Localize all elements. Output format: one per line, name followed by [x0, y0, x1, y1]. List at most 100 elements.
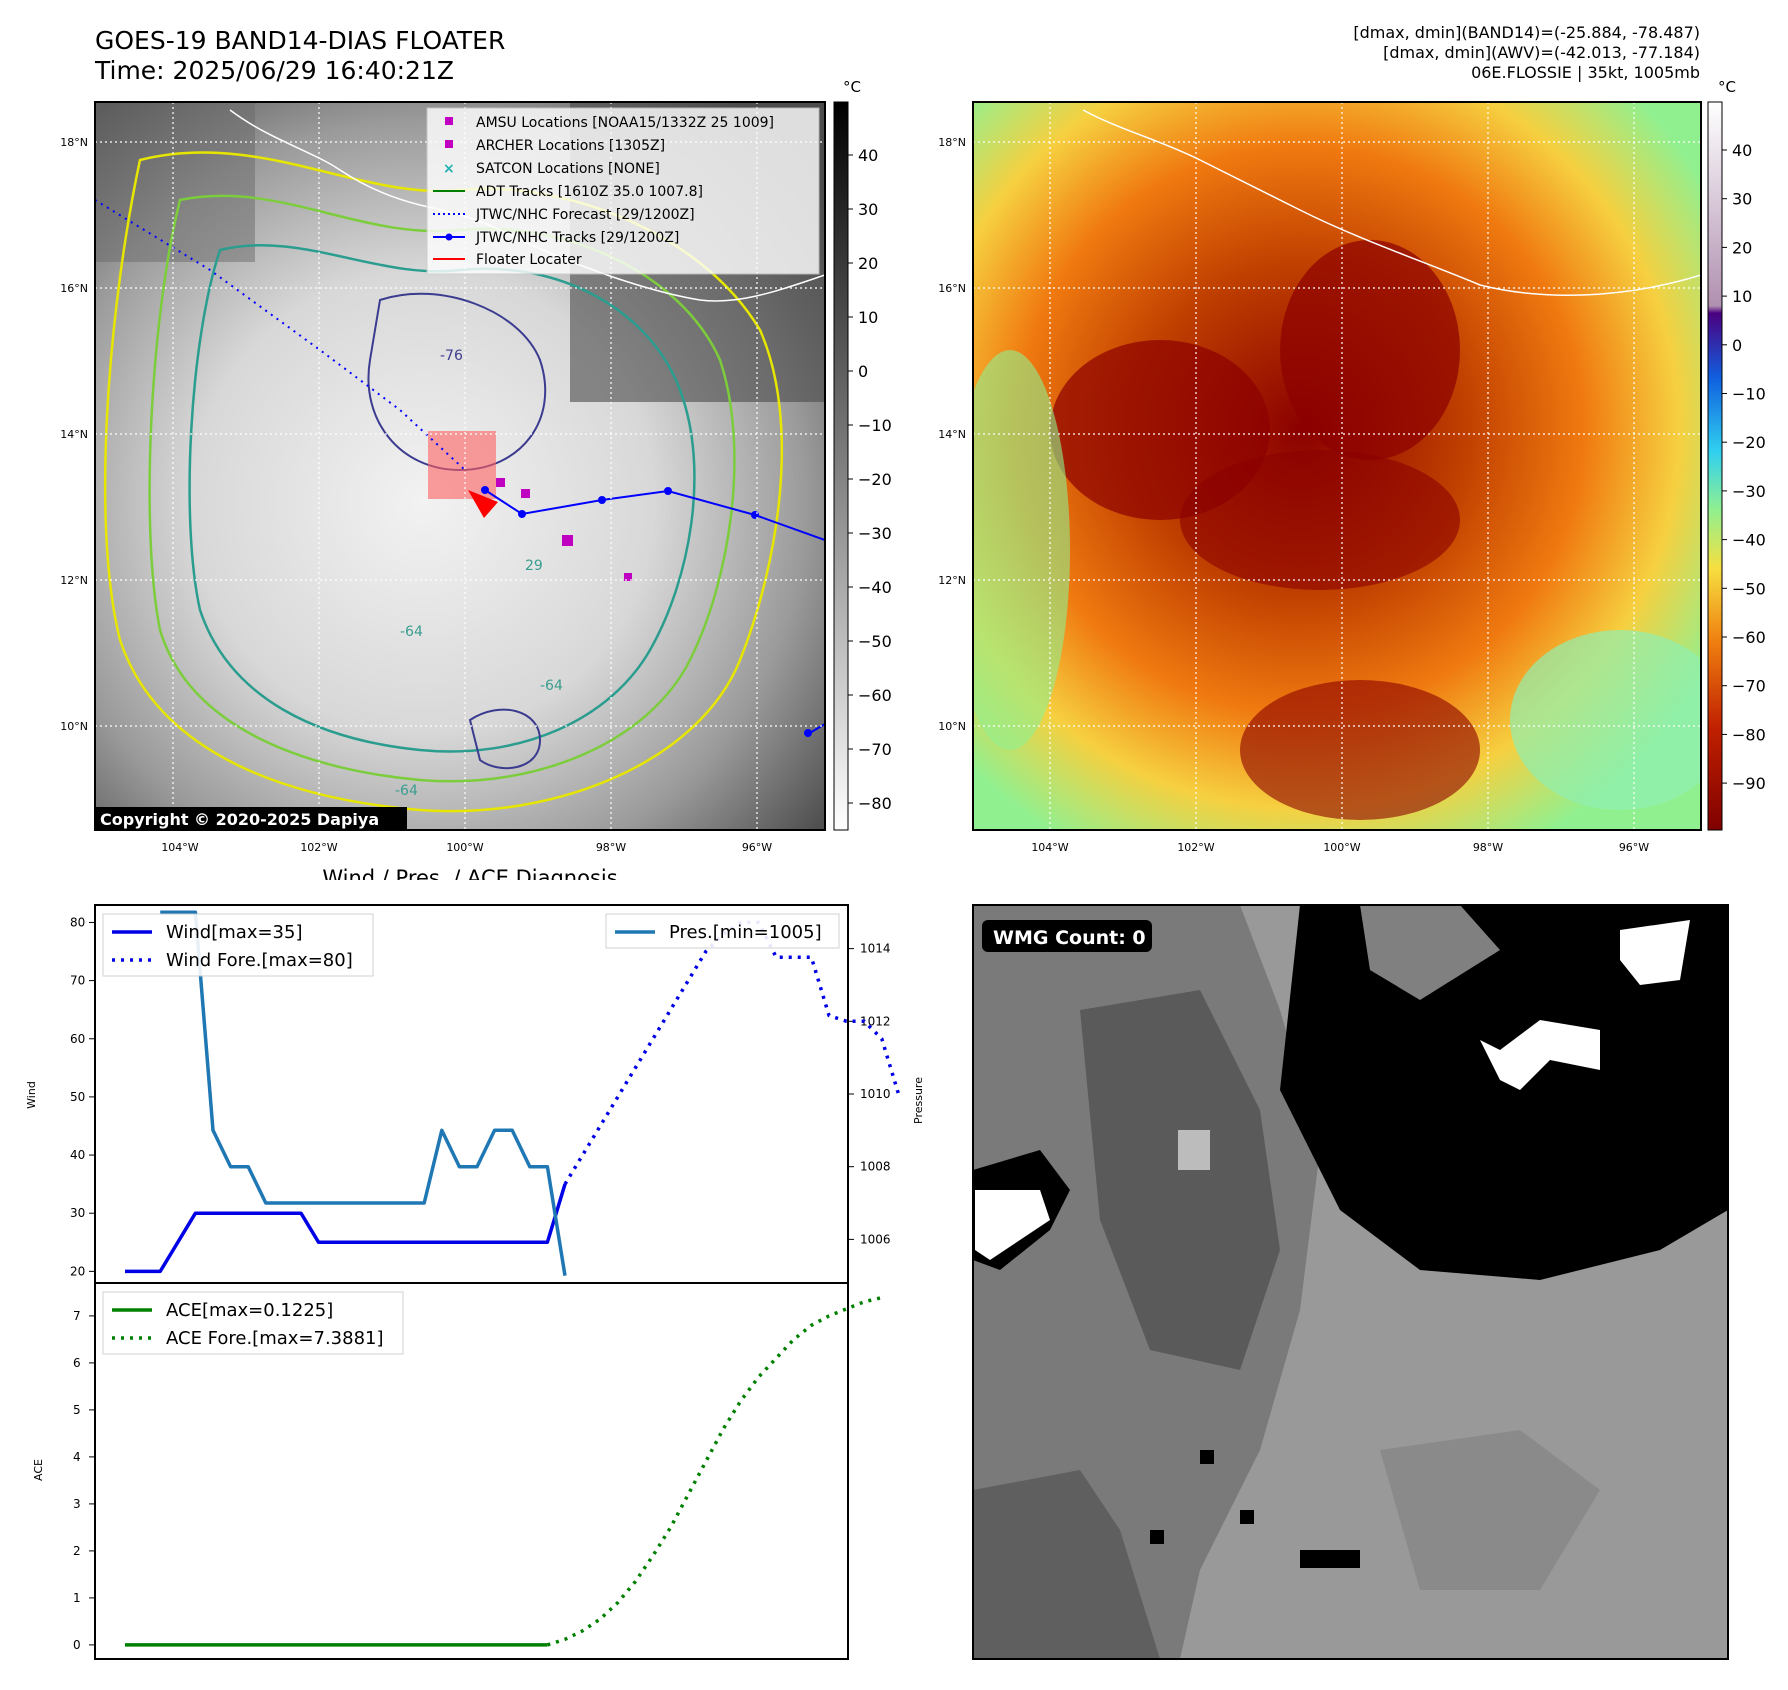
colorbar-tick-label: −20: [1732, 433, 1766, 452]
colorbar-tick-label: −50: [858, 632, 892, 651]
awv-map-panel: 18°N 16°N 14°N 12°N 10°N 104°W 102°W 100…: [938, 78, 1766, 854]
contour-label: -64: [400, 624, 423, 640]
lat-label: 16°N: [60, 282, 88, 295]
wmg-count-badge: [982, 920, 1152, 952]
colorbar-tick-label: −60: [858, 686, 892, 705]
ace-tick-label: 3: [73, 1497, 81, 1511]
lat-label: 14°N: [938, 428, 966, 441]
lon-label: 100°W: [1323, 841, 1360, 854]
lat-label: 16°N: [938, 282, 966, 295]
colorbar-tick-label: 0: [858, 362, 868, 381]
lon-label: 104°W: [1031, 841, 1068, 854]
lon-label: 96°W: [742, 841, 772, 854]
legend-tracks: JTWC/NHC Tracks [29/1200Z]: [475, 230, 679, 246]
info-band14: [dmax, dmin](BAND14)=(-25.884, -78.487): [1353, 23, 1700, 42]
ace-tick-label: 6: [73, 1356, 81, 1370]
lon-label: 96°W: [1619, 841, 1649, 854]
lat-label: 12°N: [938, 574, 966, 587]
lon-label: 104°W: [161, 841, 198, 854]
amsu-marker: [496, 478, 505, 487]
legend-satcon: SATCON Locations [NONE]: [476, 161, 660, 177]
lon-label: 102°W: [1177, 841, 1214, 854]
lon-label: 102°W: [300, 841, 337, 854]
colorbar-tick-label: −10: [1732, 385, 1766, 404]
pressure-line: [160, 910, 567, 1276]
awv-colorbar-unit: °C: [1718, 78, 1736, 96]
contour-label: -64: [540, 678, 563, 694]
colorbar-tick-label: −40: [858, 578, 892, 597]
wmg-panel: WMG Count: 0: [972, 904, 1729, 1660]
contour-label: 29: [525, 558, 543, 574]
wind-tick-label: 40: [70, 1148, 85, 1162]
ir-map-panel: -64 -64 -64 29 -76 AMSU Locations [NOAA1…: [60, 78, 892, 880]
coastline: [1082, 109, 1701, 296]
colorbar-tick-label: −30: [1732, 482, 1766, 501]
pres-tick-label: 1006: [860, 1232, 891, 1246]
legend-pres: Pres.[min=1005]: [669, 922, 822, 943]
legend-ace-fore: ACE Fore.[max=7.3881]: [166, 1328, 384, 1349]
info-storm: 06E.FLOSSIE | 35kt, 1005mb: [1471, 63, 1700, 82]
wind-tick-label: 20: [70, 1264, 85, 1278]
copyright: Copyright © 2020-2025 Dapiya: [100, 810, 379, 829]
wind-tick-label: 70: [70, 974, 85, 988]
colorbar-tick-label: −20: [858, 470, 892, 489]
diagnosis-title: Wind / Pres. / ACE Diagnosis: [322, 866, 617, 880]
wind-tick-label: 60: [70, 1032, 85, 1046]
colorbar-tick-label: 20: [858, 254, 878, 273]
ir-legend: AMSU Locations [NOAA15/1332Z 25 1009] AR…: [426, 107, 820, 275]
best-track: [484, 489, 825, 541]
ir-colorbar: [833, 101, 849, 831]
ace-forecast-line: [546, 1295, 883, 1647]
colorbar-tick-label: −40: [1732, 531, 1766, 550]
colorbar-tick-label: 20: [1732, 238, 1752, 257]
colorbar-tick-label: −50: [1732, 579, 1766, 598]
colorbar-tick-label: 40: [858, 146, 878, 165]
lat-label: 10°N: [938, 720, 966, 733]
wind-tick-label: 50: [70, 1090, 85, 1104]
colorbar-tick-label: 30: [1732, 190, 1752, 209]
figure-title: GOES-19 BAND14-DIAS FLOATER: [95, 26, 506, 55]
ace-ylabel: ACE: [32, 1459, 45, 1481]
legend-ace: ACE[max=0.1225]: [166, 1300, 333, 1321]
contour-navy: [367, 292, 547, 472]
archer-marker: [521, 489, 530, 498]
contour-label: -64: [395, 783, 418, 799]
colorbar-tick-label: −70: [1732, 677, 1766, 696]
lat-label: 14°N: [60, 428, 88, 441]
floater-locater: [468, 490, 498, 518]
legend-amsu: AMSU Locations [NOAA15/1332Z 25 1009]: [476, 115, 774, 131]
lat-label: 18°N: [60, 136, 88, 149]
legend-floater: Floater Locater: [476, 252, 582, 268]
lat-label: 12°N: [60, 574, 88, 587]
forecast-track: [95, 199, 466, 471]
legend-wind: Wind[max=35]: [166, 922, 303, 943]
colorbar-tick-label: −80: [1732, 725, 1766, 744]
lon-label: 98°W: [596, 841, 626, 854]
wmg-count: WMG Count: 0: [993, 927, 1146, 949]
pres-tick-label: 1010: [860, 1087, 891, 1101]
wind-legend: Wind[max=35] Wind Fore.[max=80]: [102, 913, 374, 977]
colorbar-tick-label: −30: [858, 524, 892, 543]
ace-tick-label: 0: [73, 1638, 81, 1652]
colorbar-tick-label: 0: [1732, 336, 1742, 355]
contour-label: -76: [440, 348, 463, 364]
pres-tick-label: 1014: [860, 942, 891, 956]
ace-tick-label: 2: [73, 1544, 81, 1558]
colorbar-tick-label: 30: [858, 200, 878, 219]
ace-tick-label: 5: [73, 1403, 81, 1417]
ace-tick-label: 1: [73, 1591, 81, 1605]
legend-archer: ARCHER Locations [1305Z]: [476, 138, 665, 154]
lat-label: 18°N: [938, 136, 966, 149]
ace-legend: ACE[max=0.1225] ACE Fore.[max=7.3881]: [102, 1291, 404, 1355]
wmg-imagery: [973, 905, 1728, 1659]
wind-tick-label: 30: [70, 1206, 85, 1220]
ir-colorbar-unit: °C: [843, 78, 861, 96]
wind-line: [125, 1183, 567, 1274]
figure-time: Time: 2025/06/29 16:40:21Z: [95, 56, 454, 85]
copyright-box: [95, 807, 407, 831]
pres-tick-label: 1012: [860, 1014, 891, 1028]
wind-tick-label: 80: [70, 915, 85, 929]
colorbar-tick-label: −60: [1732, 628, 1766, 647]
lat-label: 10°N: [60, 720, 88, 733]
